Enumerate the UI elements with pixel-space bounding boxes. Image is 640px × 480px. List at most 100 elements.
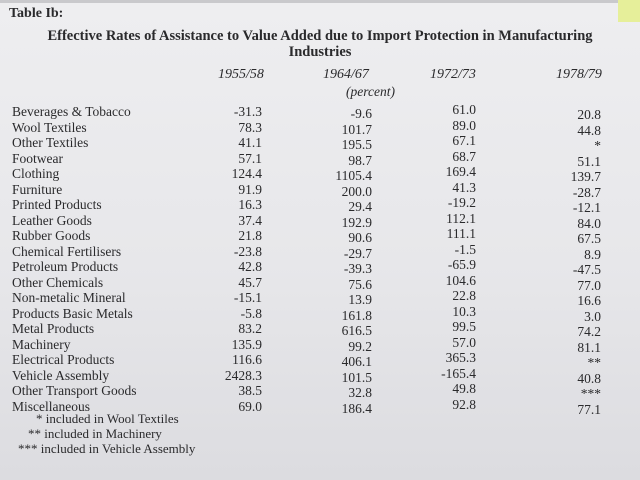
column-header-1955-58: 1955/58 bbox=[218, 67, 264, 82]
table-cell: * bbox=[594, 138, 601, 153]
table-cell: 406.1 bbox=[341, 354, 372, 369]
row-label: Beverages & Tobacco bbox=[12, 104, 131, 119]
table-cell: 78.3 bbox=[238, 119, 262, 135]
table-cell: -29.7 bbox=[343, 245, 372, 261]
table-cell: 77.0 bbox=[577, 277, 601, 293]
table-cell: -39.3 bbox=[343, 261, 372, 276]
table-cell: *** bbox=[580, 386, 601, 401]
table-cell: 90.6 bbox=[348, 230, 372, 245]
table-cell: 161.8 bbox=[341, 307, 372, 323]
row-label: Leather Goods bbox=[12, 212, 92, 228]
table-cell: 51.1 bbox=[577, 153, 601, 169]
column-header-1972-73: 1972/73 bbox=[430, 67, 476, 82]
table-cell: 111.1 bbox=[446, 226, 476, 241]
row-label: Clothing bbox=[12, 166, 60, 181]
table-cell: 77.1 bbox=[577, 401, 601, 417]
table-cell: 124.4 bbox=[231, 166, 262, 181]
table-cell: 186.4 bbox=[341, 400, 372, 416]
table-cell: 49.8 bbox=[452, 381, 476, 396]
footnote-double-star: ** included in Machinery bbox=[28, 426, 162, 441]
row-label: Non-metalic Mineral bbox=[12, 290, 126, 305]
table-cell: -31.3 bbox=[233, 104, 262, 119]
table-cell: 16.3 bbox=[238, 197, 262, 212]
table-cell: 89.0 bbox=[452, 117, 476, 133]
table-cell: 57.1 bbox=[238, 150, 262, 166]
table-cell: 61.0 bbox=[452, 102, 476, 117]
table-cell: 84.0 bbox=[577, 215, 601, 231]
table-label: Table Ib: bbox=[9, 6, 64, 21]
table-cell: 169.4 bbox=[445, 164, 476, 179]
table-cell: 22.8 bbox=[452, 288, 476, 303]
row-label: Other Transport Goods bbox=[12, 383, 137, 398]
table-cell: 42.8 bbox=[238, 259, 262, 274]
row-label: Furniture bbox=[12, 181, 63, 197]
table-cell: -65.9 bbox=[447, 257, 476, 272]
table-cell: 8.9 bbox=[584, 246, 601, 262]
table-cell: 135.9 bbox=[231, 336, 262, 352]
table-cell: -9.6 bbox=[350, 106, 372, 121]
table-cell: 1105.4 bbox=[335, 168, 372, 183]
table-cell: 74.2 bbox=[577, 324, 601, 339]
table-cell: 83.2 bbox=[238, 321, 262, 336]
row-label: Petroleum Products bbox=[12, 259, 119, 274]
table-cell: -19.2 bbox=[447, 195, 476, 210]
table-cell: 81.1 bbox=[577, 339, 601, 355]
row-label: Electrical Products bbox=[12, 352, 115, 367]
table-cell: 32.8 bbox=[348, 385, 372, 400]
table-cell: -5.8 bbox=[240, 305, 262, 321]
table-cell: ** bbox=[587, 355, 602, 370]
table-cell: 195.5 bbox=[341, 137, 372, 152]
table-cell: 67.5 bbox=[577, 231, 601, 246]
table-cell: -12.1 bbox=[572, 200, 601, 215]
table-cell: 99.2 bbox=[348, 338, 372, 354]
table-cell: 98.7 bbox=[348, 152, 372, 168]
footnote-triple-star: *** included in Vehicle Assembly bbox=[18, 441, 196, 456]
table-cell: 29.4 bbox=[348, 199, 372, 214]
table-cell: 75.6 bbox=[348, 276, 372, 292]
footnote-single-star: * included in Wool Textiles bbox=[36, 411, 179, 426]
table-cell: 192.9 bbox=[341, 214, 372, 230]
table-cell: -1.5 bbox=[454, 241, 476, 257]
table-cell: -28.7 bbox=[572, 184, 601, 200]
row-label: Wool Textiles bbox=[12, 119, 87, 135]
table-cell: 200.0 bbox=[341, 183, 372, 199]
table-cell: 13.9 bbox=[348, 292, 372, 307]
table-cell: 101.7 bbox=[341, 121, 372, 137]
row-label: Metal Products bbox=[12, 321, 95, 336]
table-cell: 41.1 bbox=[238, 135, 262, 150]
table-cell: 16.6 bbox=[577, 293, 601, 308]
row-label: Chemical Fertilisers bbox=[12, 243, 122, 259]
table-cell: 10.3 bbox=[452, 303, 476, 319]
column-header-1978-79: 1978/79 bbox=[556, 67, 602, 82]
table-title: Effective Rates of Assistance to Value A… bbox=[0, 28, 640, 60]
table-cell: 57.0 bbox=[452, 334, 476, 350]
table-cell: 104.6 bbox=[445, 272, 476, 288]
table-cell: -15.1 bbox=[233, 290, 262, 305]
table-cell: 40.8 bbox=[577, 370, 601, 386]
table-cell: 616.5 bbox=[341, 323, 372, 338]
table-title-line-2: Industries bbox=[288, 44, 352, 60]
table-cell: 38.5 bbox=[238, 383, 262, 398]
table-cell: 139.7 bbox=[570, 169, 601, 184]
row-label: Vehicle Assembly bbox=[12, 367, 110, 383]
table-cell: -23.8 bbox=[233, 243, 262, 259]
table-cell: 20.8 bbox=[577, 107, 601, 122]
table-cell: 365.3 bbox=[445, 350, 476, 365]
row-label: Rubber Goods bbox=[12, 228, 91, 243]
row-label: Miscellaneous bbox=[12, 398, 90, 414]
row-label: Footwear bbox=[12, 150, 63, 166]
table-cell: 99.5 bbox=[452, 319, 476, 334]
table-cell: 44.8 bbox=[577, 122, 601, 138]
table-cell: 41.3 bbox=[452, 179, 476, 195]
table-cell: 2428.3 bbox=[224, 367, 262, 383]
table-cell: 101.5 bbox=[341, 369, 372, 385]
row-label: Machinery bbox=[12, 336, 71, 352]
row-label: Printed Products bbox=[12, 197, 102, 212]
table-title-line-1: Effective Rates of Assistance to Value A… bbox=[47, 28, 593, 44]
table-cell: 112.1 bbox=[446, 210, 476, 226]
row-label: Products Basic Metals bbox=[12, 305, 133, 321]
table-cell: 45.7 bbox=[238, 274, 262, 290]
table-cell: 116.6 bbox=[232, 352, 262, 367]
table-cell: -165.4 bbox=[441, 365, 476, 381]
